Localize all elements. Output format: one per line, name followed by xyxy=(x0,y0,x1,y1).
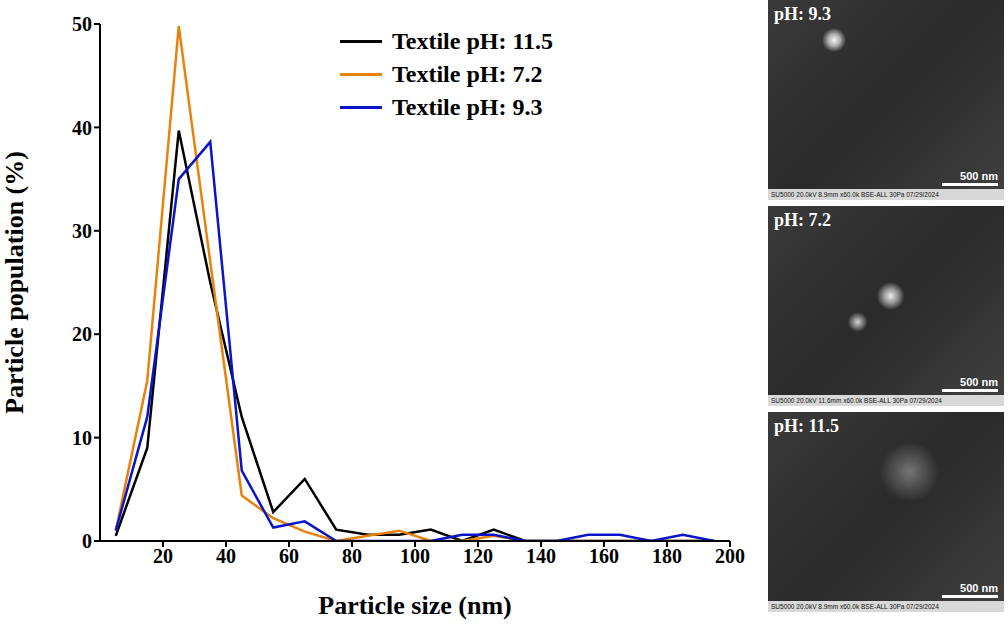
svg-text:140: 140 xyxy=(526,545,556,567)
svg-text:40: 40 xyxy=(216,545,236,567)
html-text:pH: 7.2: pH: 7.2 xyxy=(774,210,831,230)
html-text:Textile pH: 9.3: Textile pH: 9.3 xyxy=(392,94,543,120)
svg-text:50: 50 xyxy=(72,13,92,35)
html-text:SU5000 20.0kV 11.6mm x60.0k BS: SU5000 20.0kV 11.6mm x60.0k BSE-ALL 30Pa… xyxy=(771,397,942,404)
html-text:SU5000 20.0kV 8.9mm x60.0k BSE: SU5000 20.0kV 8.9mm x60.0k BSE-ALL 30Pa … xyxy=(771,191,939,198)
svg-text:60: 60 xyxy=(279,545,299,567)
svg-text:100: 100 xyxy=(400,545,430,567)
svg-text:10: 10 xyxy=(72,427,92,449)
svg-text:80: 80 xyxy=(342,545,362,567)
html-text:pH: 11.5: pH: 11.5 xyxy=(774,416,839,436)
html-text:pH: 9.3: pH: 9.3 xyxy=(774,4,831,24)
svg-text:180: 180 xyxy=(652,545,682,567)
html-text:500 nm: 500 nm xyxy=(960,376,998,388)
svg-text:200: 200 xyxy=(715,545,745,567)
svg-text:Particle population (%): Particle population (%) xyxy=(0,151,29,414)
svg-text:120: 120 xyxy=(463,545,493,567)
svg-text:20: 20 xyxy=(72,323,92,345)
svg-text:30: 30 xyxy=(72,220,92,242)
svg-text:Particle size (nm): Particle size (nm) xyxy=(318,591,511,620)
svg-text:160: 160 xyxy=(589,545,619,567)
html-text:SU5000 20.0kV 8.9mm x60.0k BSE: SU5000 20.0kV 8.9mm x60.0k BSE-ALL 30Pa … xyxy=(771,603,939,610)
html-text:Textile pH: 7.2: Textile pH: 7.2 xyxy=(392,61,543,87)
html-text:Textile pH: 11.5: Textile pH: 11.5 xyxy=(392,28,554,54)
svg-text:40: 40 xyxy=(72,117,92,139)
svg-text:0: 0 xyxy=(82,530,92,552)
html-text:500 nm: 500 nm xyxy=(960,170,998,182)
html-text:500 nm: 500 nm xyxy=(960,582,998,594)
svg-text:20: 20 xyxy=(153,545,173,567)
